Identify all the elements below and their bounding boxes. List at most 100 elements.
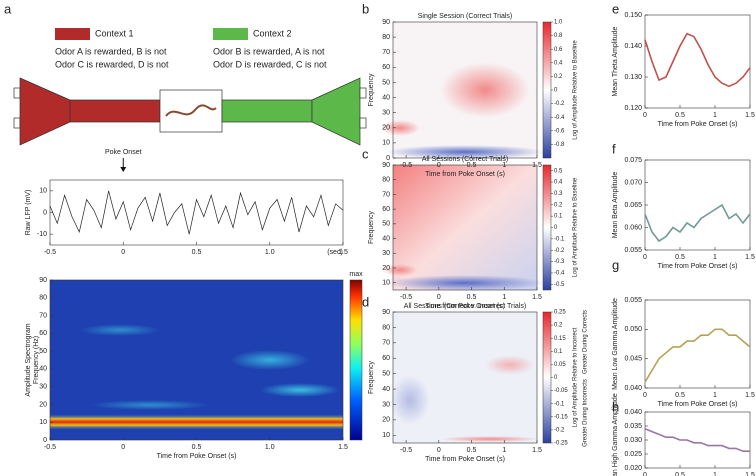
y-axis-label: Frequency	[368, 210, 375, 244]
heatmap-b-image	[380, 22, 545, 159]
context-name: Context 2	[253, 28, 292, 38]
y-tick-label: 10	[39, 188, 47, 195]
y-tick-label: 0.120	[624, 105, 642, 112]
panel-label: f	[612, 141, 616, 156]
colorbar-tick-label: -0.2	[554, 427, 565, 433]
x-tick-label: 1.0	[265, 444, 275, 451]
x-tick-label: -0.5	[44, 444, 56, 451]
x-tick-label: 1	[502, 294, 506, 301]
panel-label: e	[612, 1, 619, 16]
colorbar-tick-label: 0.1	[554, 349, 563, 355]
y-axis-label: Mean Low Gamma Amplitude	[612, 298, 619, 390]
context-rule: Odor B is rewarded, A is not	[213, 46, 325, 56]
colorbar-tick-label: 0	[554, 225, 558, 231]
colorbar-tick-label: 0	[554, 88, 558, 94]
colorbar-tick-label: 0.15	[554, 336, 566, 342]
y-axis-label: Frequency	[368, 73, 375, 107]
x-tick-label: 0.5	[192, 444, 202, 451]
x-tick-label: -0.5	[44, 249, 56, 256]
y-tick-label: 0.060	[624, 224, 642, 231]
y-tick-label: 80	[39, 295, 47, 302]
context-rule: Odor C is rewarded, D is not	[55, 59, 169, 69]
x-tick-label: 0.5	[675, 254, 685, 261]
y-tick-label: 20	[382, 417, 390, 424]
colorbar-label: Log of Amplitude Relative to Incorrect	[573, 327, 579, 427]
plot-frame	[644, 14, 751, 109]
x-tick-label: 1.5	[338, 444, 348, 451]
y-tick-label: 0.065	[624, 202, 642, 209]
plot-frame	[392, 21, 538, 159]
y-tick-label: -10	[37, 231, 47, 238]
y-tick-label: 0.055	[624, 297, 642, 304]
x-tick-label: 0	[437, 162, 441, 169]
spectrogram-image	[50, 280, 343, 440]
chart-title: Single Session (Correct Trials)	[418, 13, 513, 20]
y-tick-label: 20	[382, 125, 390, 132]
heatmap-c-image	[382, 165, 545, 291]
x-tick-label: 0	[121, 444, 125, 451]
y-axis-label: Frequency	[368, 360, 375, 394]
x-tick-label: 0.5	[467, 162, 477, 169]
colorbar-label: Log of Amplitude Relative to Baseline	[573, 177, 579, 277]
y-tick-label: 0.070	[624, 179, 642, 186]
y-tick-label: 0	[43, 437, 47, 444]
x-tick-label: -0.5	[400, 162, 412, 169]
colorbar-tick-label: -0.4	[554, 271, 565, 277]
colorbar-tick-label: -0.3	[554, 259, 565, 265]
y-tick-label: 0.140	[624, 43, 642, 50]
colorbar-tick-label: 0.6	[554, 47, 563, 53]
x-tick-label: 1	[713, 392, 717, 399]
x-axis-label: Time from Poke Onset (s)	[425, 303, 505, 310]
y-axis-label: Raw LFP (mV)	[25, 190, 32, 236]
x-tick-label: 0	[643, 254, 647, 261]
colorbar-tick-label: -0.8	[554, 142, 565, 148]
y-tick-label: 0.040	[624, 409, 642, 416]
y-tick-label: 80	[382, 324, 390, 331]
x-tick-label: 0	[643, 112, 647, 119]
colorbar	[542, 164, 552, 291]
x-tick-label: 1.5	[532, 447, 542, 454]
x-tick-label: 0	[437, 294, 441, 301]
colorbar-tick-label: 0.2	[554, 202, 563, 208]
x-tick-label: 1	[502, 162, 506, 169]
context-rule: Odor A is rewarded, B is not	[55, 46, 167, 56]
panel-label: g	[612, 257, 619, 272]
plot-frame	[644, 299, 751, 389]
y-tick-label: 40	[382, 386, 390, 393]
colorbar-label: Log of Amplitude Relative to Baseline	[573, 40, 579, 140]
x-tick-label: 1.5	[745, 472, 755, 476]
y-tick-label: 0.020	[624, 465, 642, 472]
colorbar-tick-label: -0.2	[554, 248, 565, 254]
y-tick-label: 10	[382, 140, 390, 147]
x-tick-label: 0	[121, 249, 125, 256]
y-tick-label: 80	[382, 34, 390, 41]
colorbar-tick-label: 0.5	[554, 168, 563, 174]
y-tick-label: 30	[382, 250, 390, 257]
colorbar-tick-label: -0.2	[554, 101, 565, 107]
colorbar	[349, 279, 363, 441]
x-tick-label: 0.5	[192, 249, 202, 256]
plot-frame	[392, 164, 538, 291]
x-axis-label: Time from Poke Onset (s)	[157, 453, 237, 460]
x-tick-label: 1.5	[745, 392, 755, 399]
y-axis-label: Frequency (Hz)	[33, 336, 40, 384]
x-tick-label: 1.5	[745, 254, 755, 261]
data-line	[49, 190, 344, 235]
colorbar-tick-label: 0.1	[554, 214, 563, 220]
y-tick-label: 20	[382, 265, 390, 272]
y-tick-label: 70	[382, 49, 390, 56]
y-tick-label: 40	[39, 366, 47, 373]
x-tick-label: 1	[502, 447, 506, 454]
annotation: Poke Onset	[105, 149, 142, 156]
y-tick-label: 80	[382, 177, 390, 184]
data-line	[644, 32, 751, 88]
colorbar-tick-label: -0.6	[554, 128, 565, 134]
x-axis-label: Time from Poke Onset (s)	[425, 456, 505, 463]
colorbar-tick-label: 0.2	[554, 323, 563, 329]
side-label: Greater During Incorrects	[583, 379, 589, 447]
y-tick-label: 10	[382, 432, 390, 439]
x-tick-label: -0.5	[400, 447, 412, 454]
colorbar-tick-label: 0.25	[554, 310, 566, 316]
y-tick-label: 10	[39, 419, 47, 426]
